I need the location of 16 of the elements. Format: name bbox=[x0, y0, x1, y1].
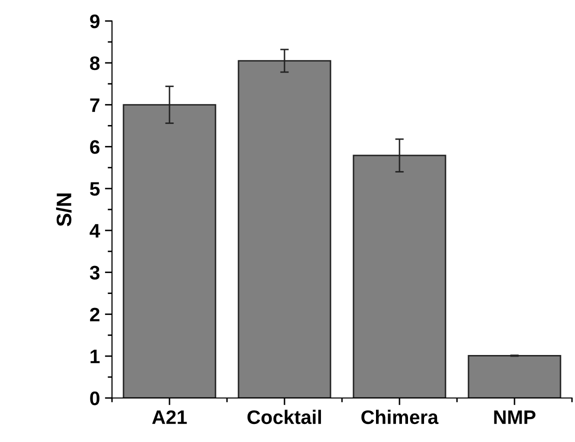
y-tick-label: 3 bbox=[90, 266, 100, 280]
y-tick-label: 2 bbox=[90, 308, 100, 322]
x-tick-label: Chimera bbox=[361, 410, 439, 424]
bar bbox=[468, 354, 562, 398]
y-tick-label: 1 bbox=[90, 350, 100, 364]
y-tick-label: 8 bbox=[90, 56, 100, 70]
y-tick-label: 4 bbox=[90, 224, 100, 238]
y-tick-label: 5 bbox=[90, 182, 100, 196]
x-tick-label: NMP bbox=[494, 410, 536, 424]
x-tick-label: A21 bbox=[152, 410, 187, 424]
y-tick-label: 7 bbox=[90, 98, 100, 112]
y-tick-label: 6 bbox=[90, 140, 100, 154]
x-tick-label: Cocktail bbox=[247, 410, 321, 424]
y-tick-label: 9 bbox=[90, 14, 100, 28]
y-axis-title: S/N bbox=[56, 194, 72, 226]
y-tick-label: 0 bbox=[90, 391, 100, 406]
